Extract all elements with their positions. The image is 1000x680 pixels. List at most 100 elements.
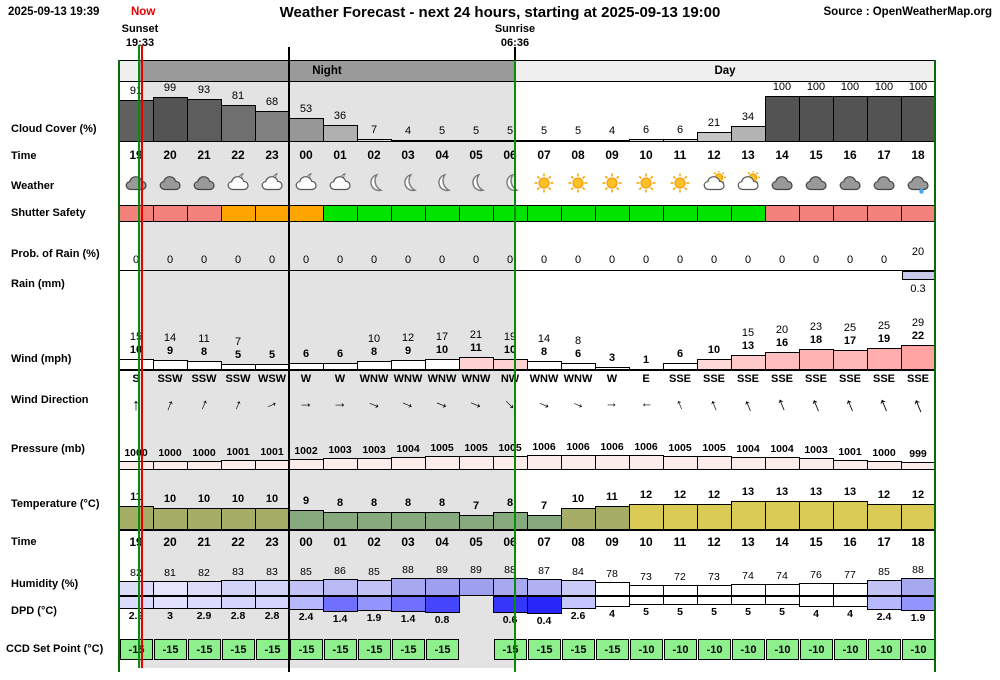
temperature-bar — [731, 501, 766, 530]
dpd-value: 2.4 — [876, 610, 892, 623]
dpd-value: 2.8 — [230, 610, 246, 622]
prob-rain-value: 0 — [506, 254, 514, 266]
humidity-value: 86 — [334, 565, 346, 578]
time-label: 05 — [469, 148, 483, 162]
row-label-time-2: Time — [11, 536, 37, 548]
dpd-value: 1.9 — [910, 611, 926, 624]
wind-bar — [595, 366, 630, 370]
wind-bar — [153, 359, 188, 370]
temperature-bar — [663, 503, 698, 530]
time-label-2: 16 — [843, 535, 857, 549]
pressure-bar — [357, 457, 392, 470]
rain-value: 0.3 — [910, 283, 926, 295]
sun-icon — [631, 171, 661, 195]
wind-direction-label: SSW — [157, 373, 183, 385]
time-label: 04 — [435, 148, 449, 162]
prob-rain-value: 0 — [302, 254, 310, 266]
time-label: 01 — [333, 148, 347, 162]
temperature-bar — [799, 501, 834, 530]
wind-speed-value: 11 — [470, 342, 482, 355]
ccd-set-point-cell: -10 — [868, 639, 901, 660]
wind-direction-label: E — [642, 373, 650, 385]
time-label-2: 09 — [605, 535, 619, 549]
cloud-value: 5 — [506, 124, 514, 137]
temperature-value: 7 — [540, 499, 548, 512]
cloud-icon — [121, 171, 151, 195]
row-label-shutter-safety: Shutter Safety — [11, 207, 86, 219]
wind-direction-arrow: ↑ — [605, 401, 620, 409]
shutter-safety-cell — [901, 205, 936, 222]
sun-icon — [529, 171, 559, 195]
wind-bar — [663, 363, 698, 370]
ccd-set-point-cell: -15 — [324, 639, 357, 660]
temperature-value: 8 — [404, 497, 412, 510]
temperature-bar — [629, 503, 664, 530]
wind-direction-label: WNW — [359, 373, 389, 385]
ccd-set-point-cell: -10 — [834, 639, 867, 660]
cloud-value: 36 — [333, 110, 347, 123]
wind-direction-label: SSE — [702, 373, 725, 385]
row-label-wind-direction: Wind Direction — [11, 394, 89, 406]
humidity-cell — [323, 579, 358, 596]
temperature-value: 8 — [438, 497, 446, 510]
temperature-bar — [595, 505, 630, 530]
cloud-value: 4 — [404, 125, 412, 138]
prob-rain-value: 0 — [472, 254, 480, 266]
pressure-bar — [391, 456, 426, 470]
dpd-value: 2.6 — [570, 610, 586, 623]
pressure-bar — [833, 460, 868, 470]
dpd-value: 5 — [711, 605, 717, 618]
temperature-bar — [187, 508, 222, 530]
pressure-value: 1000 — [872, 447, 896, 460]
prob-rain-value: 0 — [846, 254, 854, 266]
chart-right-border — [934, 60, 936, 672]
dpd-cell — [731, 596, 766, 605]
cloud-moon-icon — [223, 171, 253, 195]
cloud-value: 100 — [806, 81, 826, 93]
humidity-value: 72 — [674, 571, 686, 583]
humidity-cell — [425, 577, 460, 596]
dpd-value: 4 — [847, 607, 853, 620]
row-label-temperature: Temperature (°C) — [11, 498, 100, 510]
pressure-value: 1003 — [362, 443, 386, 456]
pressure-value: 1001 — [260, 446, 284, 459]
wind-gust-value: 29 — [911, 316, 925, 329]
humidity-cell — [629, 584, 664, 596]
pressure-bar — [187, 461, 222, 470]
wind-gust-value: 23 — [809, 321, 823, 334]
cloud-value: 7 — [370, 123, 378, 136]
cloud-rain-icon — [903, 171, 933, 195]
prob-rain-value: 0 — [812, 254, 820, 266]
row-label-dpd: DPD (°C) — [11, 605, 57, 617]
wind-gust-value: 14 — [537, 332, 551, 345]
prob-rain-value: 0 — [744, 254, 752, 266]
dpd-cell — [595, 596, 630, 607]
moon-icon — [461, 171, 491, 195]
shutter-safety-cell — [765, 205, 800, 222]
temperature-bar — [493, 512, 528, 530]
wind-speed-value: 10 — [435, 343, 449, 356]
dpd-value: 5 — [745, 605, 751, 618]
cloud-moon-icon — [257, 171, 287, 195]
humidity-value: 85 — [300, 565, 312, 578]
dpd-cell — [119, 596, 154, 609]
cloud-value: 5 — [438, 124, 446, 137]
ccd-set-point-cell: -10 — [766, 639, 799, 660]
time-label-2: 18 — [911, 535, 925, 549]
temperature-value: 12 — [673, 488, 687, 501]
pressure-bar — [799, 457, 834, 470]
dpd-cell — [799, 596, 834, 607]
time-label-2: 05 — [469, 535, 483, 549]
wind-direction-label: SSE — [770, 373, 793, 385]
prob-rain-value: 0 — [642, 254, 650, 266]
ccd-set-point-cell: -15 — [154, 639, 187, 660]
sunset-label: Sunset — [121, 23, 159, 35]
wind-direction-label: SSE — [736, 373, 759, 385]
row-label-ccd-set-point: CCD Set Point (°C) — [6, 643, 104, 655]
shutter-safety-cell — [459, 205, 494, 222]
cloud-bar — [731, 126, 766, 142]
time-label-2: 13 — [741, 535, 755, 549]
humidity-cell — [493, 578, 528, 596]
temperature-value: 12 — [707, 488, 721, 501]
prob-rain-value: 0 — [132, 254, 140, 266]
